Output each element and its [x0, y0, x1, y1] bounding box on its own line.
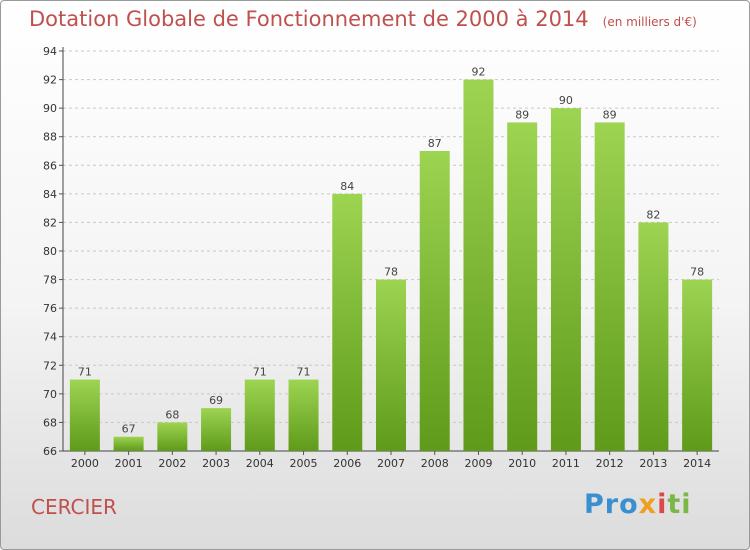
bar	[288, 379, 319, 451]
logo-part-1: Pro	[584, 489, 639, 520]
y-tick-label: 82	[43, 216, 57, 229]
chart-title: Dotation Globale de Fonctionnement de 20…	[29, 7, 697, 31]
y-tick-label: 86	[43, 159, 57, 172]
data-label: 67	[122, 423, 136, 436]
data-label: 90	[559, 94, 573, 107]
y-tick-label: 68	[43, 416, 57, 429]
bar	[507, 122, 538, 451]
logo-part-4: ti	[667, 489, 692, 520]
chart-unit: (en milliers d'€)	[602, 15, 697, 29]
y-tick-label: 90	[43, 102, 57, 115]
bar	[157, 422, 188, 451]
y-tick-label: 70	[43, 388, 57, 401]
logo-part-2: x	[638, 489, 658, 520]
y-tick-label: 78	[43, 274, 57, 287]
data-label: 69	[209, 394, 223, 407]
data-label: 89	[603, 108, 617, 121]
y-tick-label: 66	[43, 445, 57, 458]
x-tick-label: 2000	[71, 457, 99, 470]
x-tick-label: 2004	[246, 457, 274, 470]
y-tick-label: 74	[43, 331, 57, 344]
x-tick-label: 2005	[290, 457, 318, 470]
y-tick-label: 92	[43, 74, 57, 87]
bar	[594, 122, 625, 451]
bar	[638, 222, 669, 451]
x-tick-label: 2002	[158, 457, 186, 470]
x-tick-label: 2013	[639, 457, 667, 470]
x-tick-label: 2011	[552, 457, 580, 470]
data-label: 92	[471, 66, 485, 79]
bars	[69, 79, 713, 452]
chart-title-text: Dotation Globale de Fonctionnement de 20…	[29, 7, 589, 31]
labels: 71 2000 67 2001 68 2002 69 2003 71 2004 71 2005 84 20…	[71, 66, 711, 470]
data-label: 71	[253, 366, 267, 379]
x-tick-label: 2008	[421, 457, 449, 470]
x-tick-label: 2009	[464, 457, 492, 470]
y-tick-label: 80	[43, 245, 57, 258]
bar	[244, 379, 275, 451]
x-tick-label: 2007	[377, 457, 405, 470]
y-tick-label: 84	[43, 188, 57, 201]
data-label: 68	[165, 408, 179, 421]
proxiti-logo[interactable]: Proxiti	[584, 489, 692, 520]
y-tick-label: 94	[43, 45, 57, 58]
y-tick-label: 88	[43, 131, 57, 144]
logo-part-3: i	[657, 489, 668, 520]
data-label: 89	[515, 108, 529, 121]
x-tick-label: 2010	[508, 457, 536, 470]
data-label: 71	[297, 366, 311, 379]
bar	[332, 193, 363, 451]
data-label: 78	[384, 266, 398, 279]
bar	[463, 79, 494, 452]
bar	[419, 151, 450, 451]
bar	[550, 108, 581, 452]
x-tick-label: 2006	[333, 457, 361, 470]
commune-name: CERCIER	[31, 495, 117, 519]
bar	[113, 436, 144, 451]
y-tick-label: 76	[43, 302, 57, 315]
data-label: 82	[646, 208, 660, 221]
y-tick-label: 72	[43, 359, 57, 372]
bar	[682, 279, 713, 451]
x-tick-label: 2012	[596, 457, 624, 470]
bar	[69, 379, 100, 451]
x-tick-label: 2001	[115, 457, 143, 470]
data-label: 78	[690, 266, 704, 279]
x-tick-label: 2003	[202, 457, 230, 470]
bar	[201, 408, 232, 451]
x-tick-label: 2014	[683, 457, 711, 470]
bar	[376, 279, 406, 451]
data-label: 84	[340, 180, 354, 193]
data-label: 71	[78, 366, 92, 379]
data-label: 87	[428, 137, 442, 150]
